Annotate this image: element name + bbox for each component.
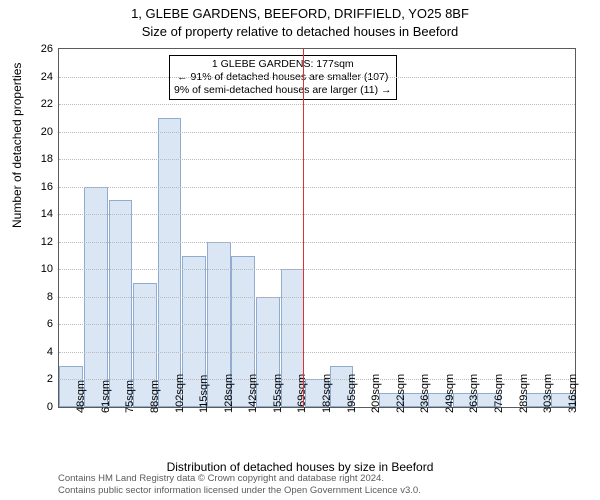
x-tick-label: 276sqm: [493, 374, 505, 413]
x-tick-label: 195sqm: [346, 374, 358, 413]
gridline: [59, 297, 575, 298]
y-tick-label: 24: [23, 71, 59, 83]
y-tick-label: 18: [23, 153, 59, 165]
footnote: Contains HM Land Registry data © Crown c…: [58, 473, 421, 496]
x-tick-label: 303sqm: [542, 374, 554, 413]
x-tick-label: 75sqm: [124, 380, 136, 413]
y-tick-label: 16: [23, 181, 59, 193]
x-tick-label: 289sqm: [518, 374, 530, 413]
x-tick-label: 102sqm: [174, 374, 186, 413]
gridline: [59, 214, 575, 215]
callout-box: 1 GLEBE GARDENS: 177sqm ← 91% of detache…: [169, 55, 397, 100]
x-tick-label: 222sqm: [395, 374, 407, 413]
gridline: [59, 187, 575, 188]
gridline: [59, 104, 575, 105]
y-tick-label: 0: [23, 401, 59, 413]
y-tick-label: 2: [23, 373, 59, 385]
x-tick-label: 61sqm: [100, 380, 112, 413]
y-tick-label: 12: [23, 236, 59, 248]
plot-area: 1 GLEBE GARDENS: 177sqm ← 91% of detache…: [58, 48, 576, 408]
x-tick-label: 236sqm: [419, 374, 431, 413]
reference-line: [303, 49, 304, 407]
chart-title: 1, GLEBE GARDENS, BEEFORD, DRIFFIELD, YO…: [0, 6, 600, 21]
x-tick-label: 249sqm: [444, 374, 456, 413]
gridline: [59, 159, 575, 160]
y-tick-label: 20: [23, 126, 59, 138]
gridline: [59, 77, 575, 78]
x-tick-label: 316sqm: [567, 374, 579, 413]
callout-line1: 1 GLEBE GARDENS: 177sqm: [174, 58, 392, 71]
x-tick-label: 128sqm: [223, 374, 235, 413]
y-axis-label: Number of detached properties: [10, 63, 24, 228]
gridline: [59, 242, 575, 243]
y-tick-label: 26: [23, 43, 59, 55]
bar: [109, 200, 133, 407]
x-tick-label: 88sqm: [149, 380, 161, 413]
x-tick-label: 155sqm: [272, 374, 284, 413]
gridline: [59, 269, 575, 270]
gridline: [59, 324, 575, 325]
gridline: [59, 352, 575, 353]
x-axis-label: Distribution of detached houses by size …: [0, 460, 600, 474]
y-tick-label: 6: [23, 318, 59, 330]
y-tick-label: 4: [23, 346, 59, 358]
x-tick-label: 142sqm: [247, 374, 259, 413]
y-tick-label: 14: [23, 208, 59, 220]
x-tick-label: 115sqm: [198, 375, 210, 413]
callout-line2: ← 91% of detached houses are smaller (10…: [174, 71, 392, 84]
x-tick-label: 263sqm: [468, 374, 480, 413]
x-tick-label: 48sqm: [75, 380, 87, 413]
bar: [158, 118, 182, 407]
x-tick-label: 209sqm: [370, 374, 382, 413]
callout-line3: 9% of semi-detached houses are larger (1…: [174, 84, 392, 97]
footnote-line2: Contains public sector information licen…: [58, 485, 421, 496]
y-tick-label: 10: [23, 263, 59, 275]
footnote-line1: Contains HM Land Registry data © Crown c…: [58, 473, 384, 484]
y-tick-label: 8: [23, 291, 59, 303]
y-tick-label: 22: [23, 98, 59, 110]
chart-subtitle: Size of property relative to detached ho…: [0, 24, 600, 39]
bars-container: [59, 49, 575, 407]
gridline: [59, 132, 575, 133]
x-tick-label: 182sqm: [321, 374, 333, 413]
